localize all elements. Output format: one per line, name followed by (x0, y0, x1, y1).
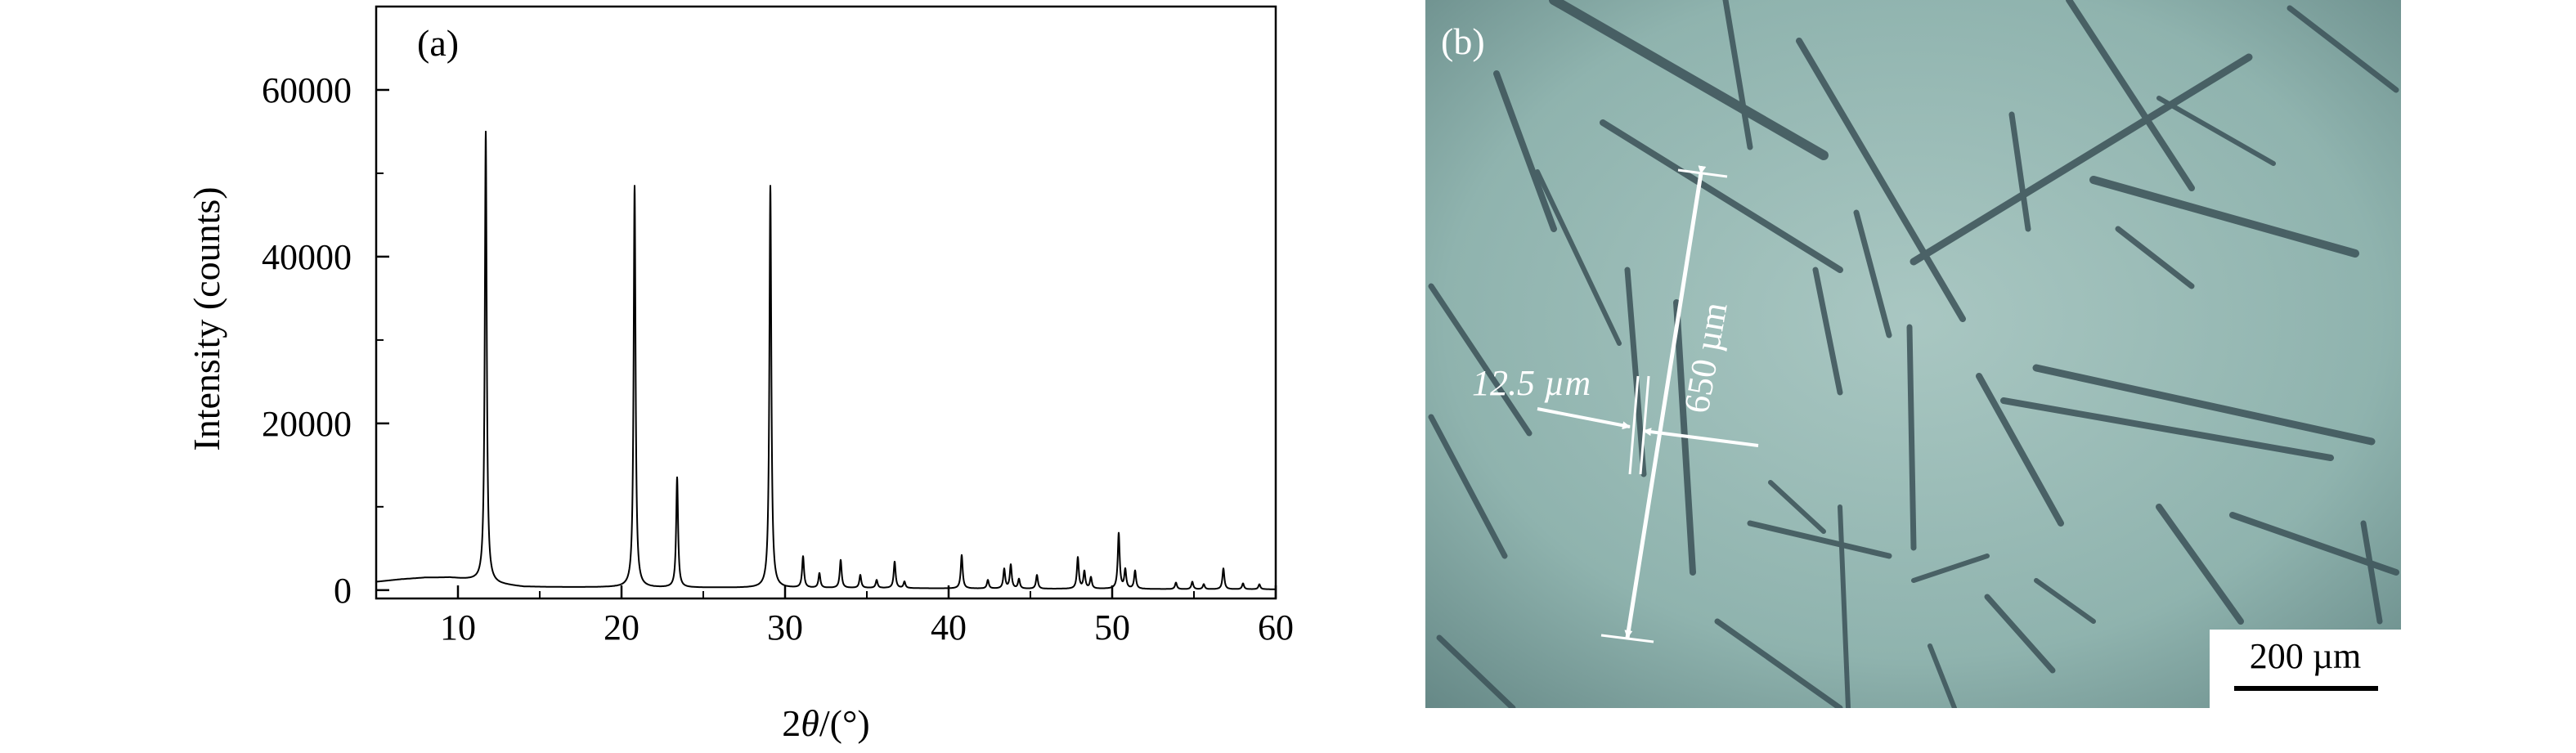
length-endcap-top (1677, 168, 1728, 178)
x-tick-label: 40 (931, 607, 967, 648)
y-tick-label: 20000 (262, 404, 352, 444)
crystal-needle (1910, 53, 2253, 266)
crystal-needle (1714, 618, 1843, 708)
crystal-needle (1535, 169, 1622, 346)
crystal-needle (2008, 111, 2031, 232)
panel-a-label: (a) (417, 22, 459, 64)
crystal-needle (1428, 414, 1508, 559)
y-axis-label: Intensity (counts) (186, 186, 227, 450)
x-tick-label: 20 (604, 607, 640, 648)
x-axis-tick-labels: 10 20 30 40 50 60 (440, 607, 1294, 648)
crystal-needle (1812, 267, 1843, 396)
crystal-needle (1906, 324, 1917, 551)
crystal-needle (2066, 0, 2195, 191)
width-guide-right (1639, 375, 1650, 475)
panel-b-label: (b) (1441, 20, 1485, 62)
xrd-chart: 10 20 30 40 50 60 0 20000 40000 60000 (a) 2θ/(°)… (186, 5, 1294, 744)
x-tick-label: 50 (1094, 607, 1130, 648)
crystal-needle (1747, 520, 1892, 559)
crystal-needle (2360, 520, 2383, 625)
crystal-needle (1428, 283, 1533, 437)
x-tick-label: 60 (1258, 607, 1294, 648)
width-guide-left (1628, 375, 1640, 475)
x-tick-label: 30 (767, 607, 803, 648)
crystal-needle (1853, 209, 1892, 338)
crystal-needle (1493, 70, 1557, 232)
y-axis-tick-labels: 0 20000 40000 60000 (262, 70, 352, 611)
crystal-needle (1549, 0, 1829, 160)
length-endcap-bottom (1600, 634, 1654, 643)
crystal-needle (1768, 480, 1826, 534)
crystal-needle (2115, 226, 2195, 289)
crystal-needle (1722, 0, 1753, 150)
crystal-needle (2000, 397, 2334, 461)
crystal-needle (1600, 119, 1843, 273)
width-arrow-left (1537, 407, 1631, 430)
micrograph-panel: 650 µm 12.5 µm (b) 200 µm (1425, 0, 2401, 708)
crystal-needle (2156, 504, 2244, 625)
crystal-needle (1838, 504, 1851, 708)
y-tick-label: 60000 (262, 70, 352, 110)
width-annotation: 12.5 µm (1472, 363, 1591, 403)
crystal-needle (1984, 594, 2056, 674)
width-arrow-right (1643, 428, 1759, 447)
crystal-needle (2156, 96, 2276, 166)
crystal-needle (2089, 176, 2359, 258)
crystal-needle (2034, 578, 2096, 624)
scale-bar-box (2210, 630, 2401, 708)
length-arrow (1624, 165, 1707, 639)
scale-bar-label: 200 µm (2250, 636, 2362, 676)
x-axis-ticks (375, 585, 1277, 598)
y-tick-label: 40000 (262, 237, 352, 277)
crystal-needle (1928, 643, 1957, 708)
crystal-needle (1911, 554, 1990, 583)
crystal-needle (2032, 364, 2376, 446)
y-axis-ticks (376, 6, 389, 592)
y-tick-label: 0 (334, 571, 352, 611)
xrd-series-line (375, 130, 1277, 590)
x-axis-label: 2θ/(°) (782, 702, 869, 744)
plot-frame (375, 5, 1277, 600)
crystal-needle (2287, 5, 2399, 93)
x-tick-label: 10 (440, 607, 476, 648)
micrograph-background (1425, 0, 2401, 708)
crystal-needle (1436, 634, 1516, 708)
crystal-needle (1796, 38, 1966, 322)
crystal-needle (1976, 373, 2064, 527)
